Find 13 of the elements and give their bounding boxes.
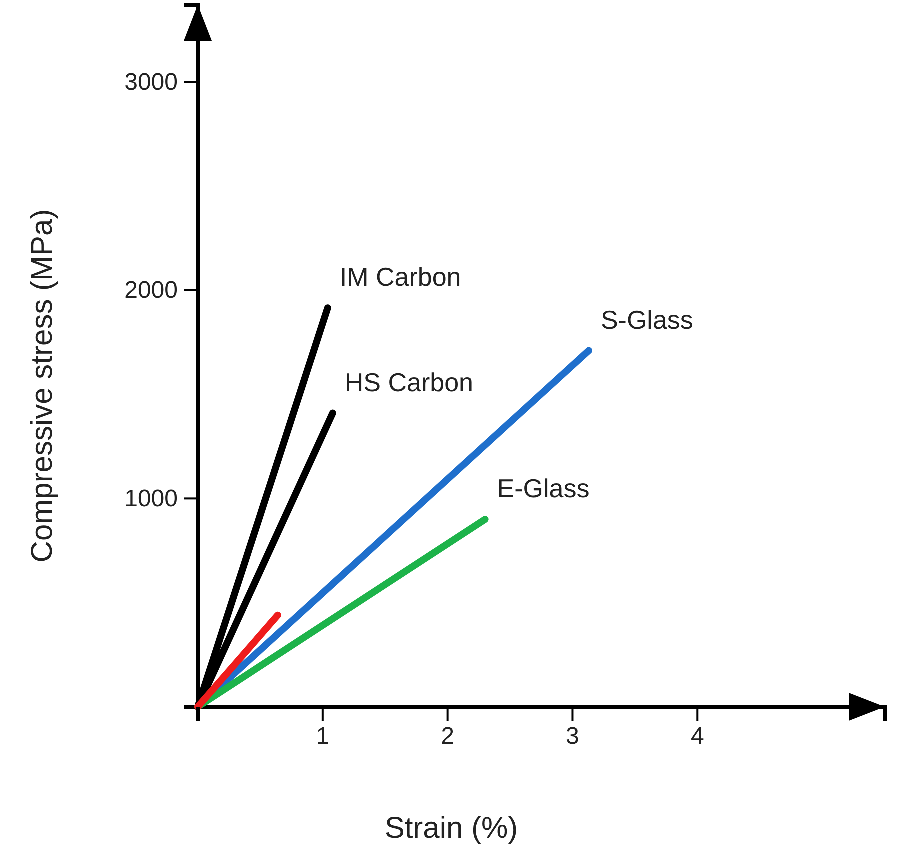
y-tick-label: 3000 [124,68,178,96]
x-tick-label: 1 [316,723,330,750]
series-label: IM Carbon [340,262,462,292]
y-axis-title: Compressive stress (MPa) [26,209,59,563]
series-label: HS Carbon [344,367,474,398]
series-label: S-Glass [600,304,694,335]
x-tick-label: 4 [690,723,704,750]
series-label: E-Glass [497,474,590,504]
x-tick-label: 3 [566,723,580,750]
y-tick-label: 1000 [124,485,178,512]
x-tick-label: 2 [441,723,454,750]
y-tick-label: 2000 [124,277,178,304]
x-axis-title: Strain (%) [384,812,518,845]
